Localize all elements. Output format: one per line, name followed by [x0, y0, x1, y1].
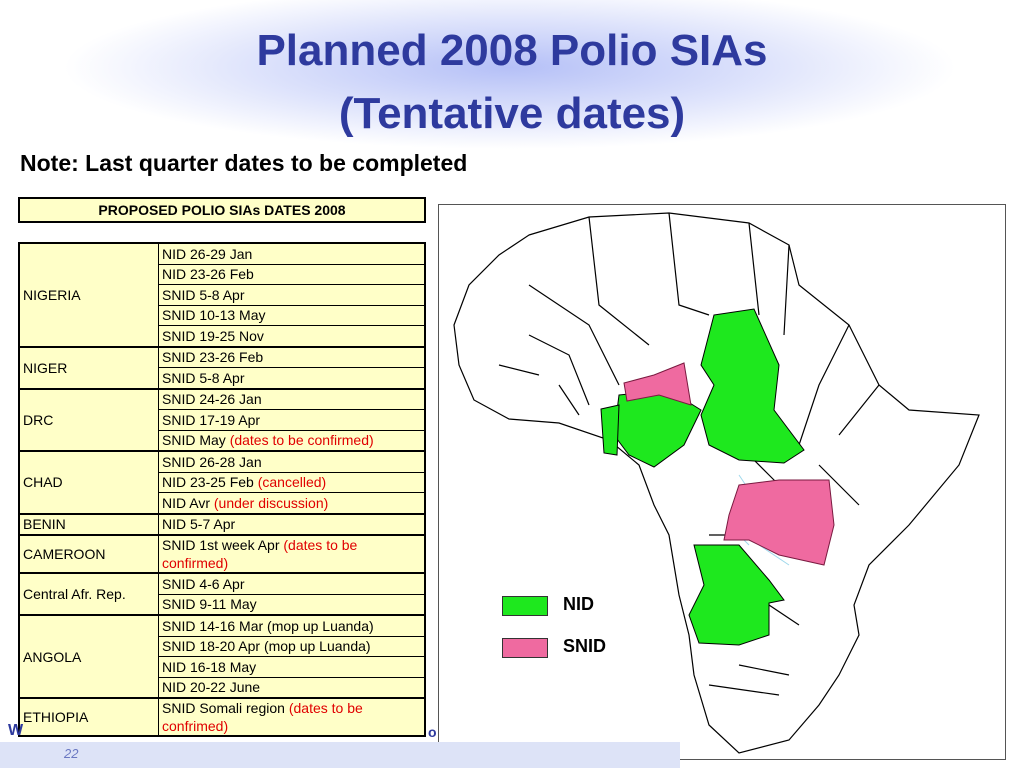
chad-nid-area	[700, 308, 805, 464]
activity-text: SNID 26-28 Jan	[162, 453, 262, 470]
table-header: PROPOSED POLIO SIAs DATES 2008	[18, 197, 426, 223]
angola-nid-area	[688, 544, 785, 646]
table-row: NID 20-22 June	[19, 676, 426, 699]
legend-nid-label: NID	[563, 594, 594, 614]
activity-text: SNID 10-13 May	[162, 307, 266, 324]
legend-snid-swatch	[502, 638, 548, 658]
activity-cell: SNID Somali region (dates to be confrime…	[158, 697, 426, 737]
activity-text: NID 23-26 Feb	[162, 266, 254, 283]
table-row: SNID May (dates to be confirmed)	[19, 429, 426, 452]
footer-logo-text: W	[8, 722, 24, 739]
activity-cell: SNID 9-11 May	[158, 593, 426, 616]
table-row: NIGERIA NID 26-29 Jan	[18, 242, 426, 347]
activity-cell: SNID 1st week Apr (dates to be confirmed…	[158, 534, 426, 574]
activity-cell: SNID 26-28 Jan	[158, 450, 426, 473]
activity-cell: SNID 24-26 Jan	[158, 387, 426, 410]
activity-text: SNID 18-20 Apr (mop up Luanda)	[162, 638, 371, 655]
table-row: DRC SNID 24-26 Jan	[18, 387, 426, 452]
activity-text: SNID 4-6 Apr	[162, 575, 245, 592]
slide-title-line2: (Tentative dates)	[338, 89, 686, 138]
activity-cell: NID 23-26 Feb	[158, 263, 426, 285]
activity-cell: SNID 5-8 Apr	[158, 284, 426, 306]
table-row: CHAD SNID 26-28 Jan	[18, 450, 426, 514]
activity-note: (under discussion)	[213, 494, 329, 511]
table-row: SNID 5-8 Apr	[19, 367, 426, 389]
activity-text: NID 5-7 Apr	[162, 516, 236, 533]
activity-cell: SNID 14-16 Mar (mop up Luanda)	[158, 614, 426, 637]
activity-text: NID 23-25 Feb	[162, 474, 258, 491]
table-row: NID 23-25 Feb (cancelled)	[19, 471, 426, 493]
activity-cell: NID 23-25 Feb (cancelled)	[158, 471, 426, 493]
activity-cell: NID Avr (under discussion)	[158, 492, 426, 514]
activity-text: SNID May	[162, 432, 230, 449]
activity-text: SNID 5-8 Apr	[162, 369, 245, 386]
country-cell: CHAD	[18, 450, 159, 514]
country-cell: NIGERIA	[18, 242, 159, 347]
activity-note: (dates to be confirmed)	[229, 432, 374, 449]
slide-number: 22	[64, 746, 79, 761]
activity-text: NID 16-18 May	[162, 658, 257, 675]
activity-text: SNID 14-16 Mar (mop up Luanda)	[162, 617, 374, 634]
activity-text: SNID 19-25 Nov	[162, 327, 264, 344]
slide-title-line1: Planned 2008 Polio SIAs	[256, 26, 768, 75]
activity-text: NID 20-22 June	[162, 679, 261, 696]
table-row: BENIN NID 5-7 Apr	[18, 512, 426, 536]
activity-text: SNID Somali region	[162, 700, 289, 716]
activity-cell: NID 20-22 June	[158, 676, 426, 699]
table-row: SNID 9-11 May	[19, 593, 426, 616]
activity-cell: SNID 18-20 Apr (mop up Luanda)	[158, 635, 426, 657]
benin-nid-area	[600, 404, 620, 456]
activity-text: NID 26-29 Jan	[162, 245, 253, 262]
activity-text: SNID 17-19 Apr	[162, 411, 261, 428]
activity-text: SNID 9-11 May	[162, 596, 257, 613]
footer-fragment: o	[428, 724, 437, 740]
table-row: ANGOLA SNID 14-16 Mar (mop up Luanda)	[18, 614, 426, 699]
table-row: SNID 5-8 Apr	[19, 284, 426, 306]
footer-bar	[0, 742, 680, 768]
activity-cell: SNID May (dates to be confirmed)	[158, 429, 426, 452]
niger-snid-area	[623, 362, 692, 406]
table-row: SNID 17-19 Apr	[19, 409, 426, 431]
activity-cell: SNID 19-25 Nov	[158, 325, 426, 347]
activity-text: SNID 23-26 Feb	[162, 349, 264, 366]
africa-outline	[453, 212, 980, 754]
country-cell: NIGER	[18, 345, 159, 389]
activity-cell: SNID 5-8 Apr	[158, 367, 426, 389]
activity-cell: SNID 17-19 Apr	[158, 409, 426, 431]
africa-map	[438, 204, 1006, 760]
country-cell: BENIN	[18, 512, 159, 536]
activity-note: (cancelled)	[257, 474, 327, 491]
activity-note: (dates to be confrimed)	[162, 700, 363, 734]
activity-text: SNID 24-26 Jan	[162, 391, 262, 408]
country-cell: CAMEROON	[18, 534, 159, 574]
table-row: NID Avr (under discussion)	[19, 492, 426, 514]
activity-note: (dates to be confirmed)	[162, 537, 358, 571]
activity-text: NID Avr	[162, 494, 214, 511]
africa-map-svg	[453, 212, 980, 754]
drc-snid-area	[723, 479, 835, 566]
table-row: CAMEROON SNID 1st week Apr (dates to be c…	[18, 534, 426, 574]
activity-cell: NID 16-18 May	[158, 656, 426, 678]
legend-snid-label: SNID	[563, 636, 607, 656]
activity-text: SNID 5-8 Apr	[162, 286, 245, 303]
legend-nid-swatch	[502, 596, 548, 616]
sia-schedule-table: NIGERIA NID 26-29 Jan NID 23-26 Feb SNID 5-…	[18, 242, 426, 737]
activity-cell: SNID 4-6 Apr	[158, 572, 426, 595]
country-cell: Central Afr. Rep.	[18, 572, 159, 616]
table-row: Central Afr. Rep. SNID 4-6 Apr	[18, 572, 426, 616]
activity-cell: NID 26-29 Jan	[158, 242, 426, 265]
country-cell: ETHIOPIA	[18, 697, 159, 737]
slide-note: Note: Last quarter dates to be completed	[20, 150, 468, 176]
activity-cell: SNID 10-13 May	[158, 304, 426, 326]
table-header-cell: PROPOSED POLIO SIAs DATES 2008	[18, 197, 426, 223]
table-row: NIGER SNID 23-26 Feb	[18, 345, 426, 389]
activity-cell: NID 5-7 Apr	[158, 512, 426, 536]
country-cell: ANGOLA	[18, 614, 159, 699]
activity-text: SNID 1st week Apr	[162, 537, 284, 553]
title-glow	[60, 0, 960, 150]
country-cell: DRC	[18, 387, 159, 452]
activity-cell: SNID 23-26 Feb	[158, 345, 426, 368]
table-row: ETHIOPIA SNID Somali region (dates to be …	[18, 697, 426, 737]
